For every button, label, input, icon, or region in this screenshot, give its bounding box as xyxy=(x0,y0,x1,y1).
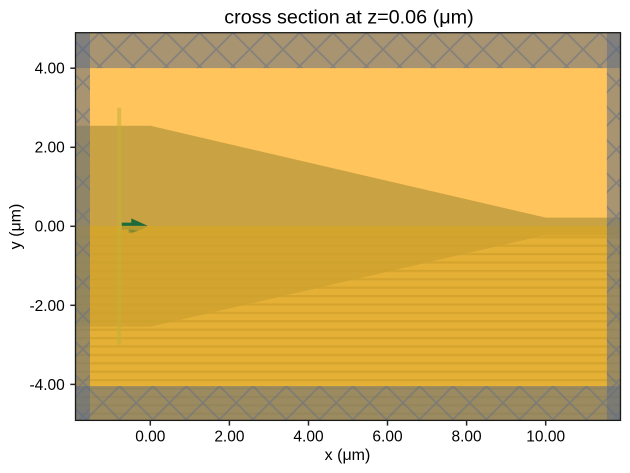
svg-text:-2.00: -2.00 xyxy=(29,298,65,315)
svg-text:6.00: 6.00 xyxy=(372,428,403,445)
svg-text:x (μm): x (μm) xyxy=(325,447,371,464)
svg-text:4.00: 4.00 xyxy=(293,428,324,445)
svg-text:0.00: 0.00 xyxy=(135,428,166,445)
svg-text:-4.00: -4.00 xyxy=(29,377,65,394)
svg-text:2.00: 2.00 xyxy=(35,140,66,157)
svg-text:cross section at z=0.06 (μm): cross section at z=0.06 (μm) xyxy=(224,6,473,28)
svg-text:10.00: 10.00 xyxy=(526,428,565,445)
svg-text:0.00: 0.00 xyxy=(35,219,66,236)
svg-text:8.00: 8.00 xyxy=(452,428,483,445)
svg-text:2.00: 2.00 xyxy=(214,428,245,445)
svg-text:y (μm): y (μm) xyxy=(8,204,25,250)
svg-text:4.00: 4.00 xyxy=(35,61,66,78)
